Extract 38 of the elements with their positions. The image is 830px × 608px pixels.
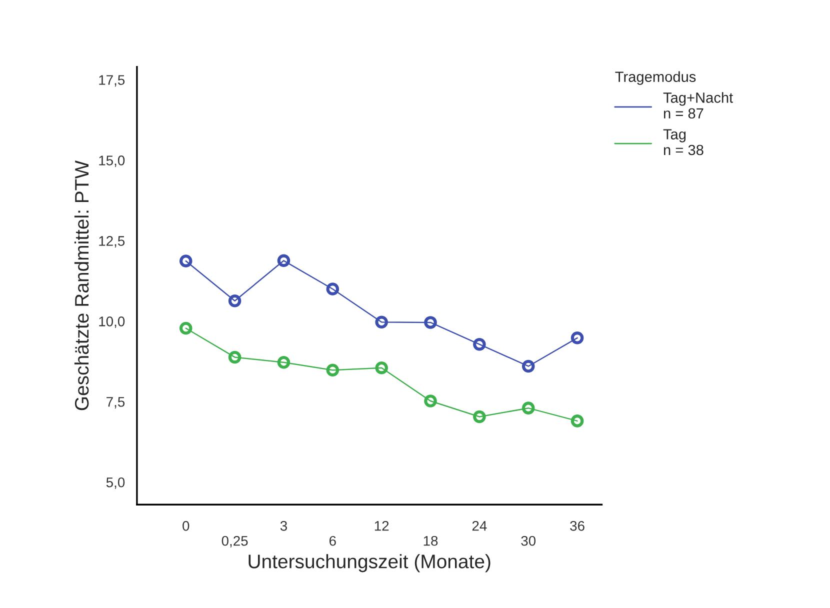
y-tick-label: 15,0 (99, 156, 125, 168)
x-tick-label: 36 (570, 520, 584, 531)
x-tick-label: 3 (280, 520, 287, 531)
x-tick-label: 30 (521, 536, 536, 546)
y-tick-label: 7,5 (106, 397, 125, 408)
y-tick-label: 12,5 (99, 236, 125, 248)
point (473, 410, 486, 424)
point (179, 254, 192, 268)
point (326, 364, 340, 376)
point (277, 356, 290, 369)
point (375, 361, 388, 374)
point (179, 322, 192, 335)
point (424, 394, 437, 408)
y-tick-label: 17,5 (99, 75, 125, 87)
point (570, 332, 584, 344)
y-axis-title: Geschätzte Randmittel: PTW (74, 160, 89, 410)
point (522, 402, 535, 414)
x-tick-label: 0,25 (222, 536, 248, 548)
point (228, 294, 242, 308)
legend-label: Tag+Nacht n = 87 (663, 92, 734, 119)
x-tick-label: 0 (182, 520, 190, 531)
point (375, 316, 388, 329)
x-tick-label: 24 (472, 520, 487, 531)
point (228, 350, 242, 364)
point (326, 282, 340, 296)
y-tick-label: 10,0 (99, 316, 125, 328)
point (473, 338, 486, 351)
y-tick-label: 5,0 (106, 477, 125, 489)
x-tick-label: 6 (330, 536, 336, 546)
point (570, 414, 584, 428)
point (522, 360, 535, 373)
point (277, 254, 290, 268)
legend-title: Tragemodus (615, 71, 696, 85)
x-axis-title: Untersuchungszeit (Monate) (248, 554, 490, 572)
x-tick-label: 18 (424, 536, 438, 546)
legend-label: Tag n = 38 (663, 129, 704, 156)
point (424, 316, 437, 329)
x-tick-label: 12 (374, 520, 389, 531)
